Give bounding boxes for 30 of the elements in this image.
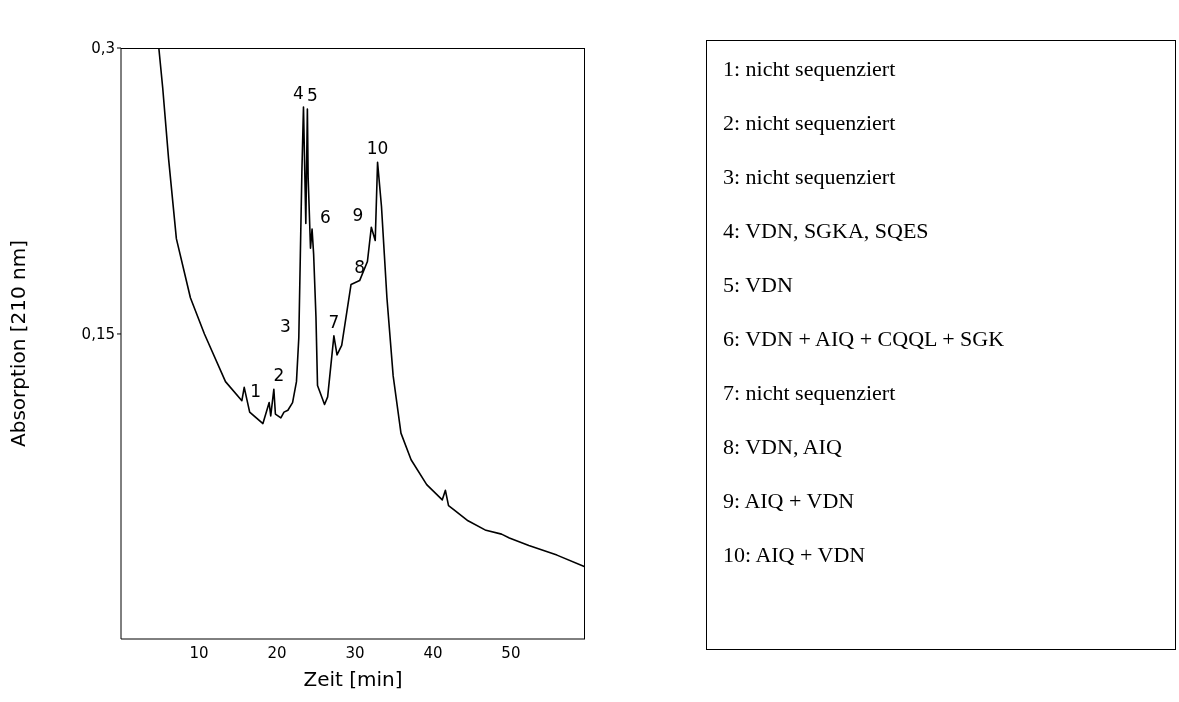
annotation: 2	[273, 365, 285, 386]
annotation: 8	[354, 256, 366, 277]
annotation: 4	[293, 83, 304, 104]
y-tick-label: 0,3	[91, 39, 115, 58]
x-tick-label: 30	[345, 643, 365, 662]
text: 9: AIQ + VDN	[723, 487, 856, 515]
annotation: 7	[328, 311, 340, 332]
y-tick-label: 0,15	[81, 325, 115, 344]
x-tick-label: 10	[189, 643, 209, 662]
text: 6: VDN + AIQ + CQQL + SGK	[723, 325, 1006, 353]
text: 4: VDN, SGKA, SQES	[723, 217, 930, 245]
text: 10: AIQ + VDN	[723, 541, 867, 569]
text: 8: VDN, AIQ	[723, 433, 843, 461]
text: 3: nicht sequenziert	[723, 163, 897, 191]
y-axis-title: Absorption [210 nm]	[6, 240, 31, 447]
text: 7: nicht sequenziert	[723, 379, 897, 407]
x-axis-title: Zeit [min]	[303, 667, 403, 691]
text: 2: nicht sequenziert	[723, 109, 897, 137]
annotation: 3	[279, 315, 291, 336]
annotation: 6	[320, 207, 331, 228]
annotation: 9	[352, 205, 364, 226]
line-series	[158, 48, 585, 568]
x-tick-label: 40	[423, 643, 443, 662]
annotation: 5	[306, 85, 318, 106]
x-tick-label: 20	[267, 643, 287, 662]
x-tick-label: 50	[501, 643, 521, 662]
annotation: 10	[366, 138, 389, 159]
text: 5: VDN	[723, 271, 794, 299]
annotation: 1	[250, 380, 262, 401]
text: 1: nicht sequenziert	[723, 55, 897, 83]
